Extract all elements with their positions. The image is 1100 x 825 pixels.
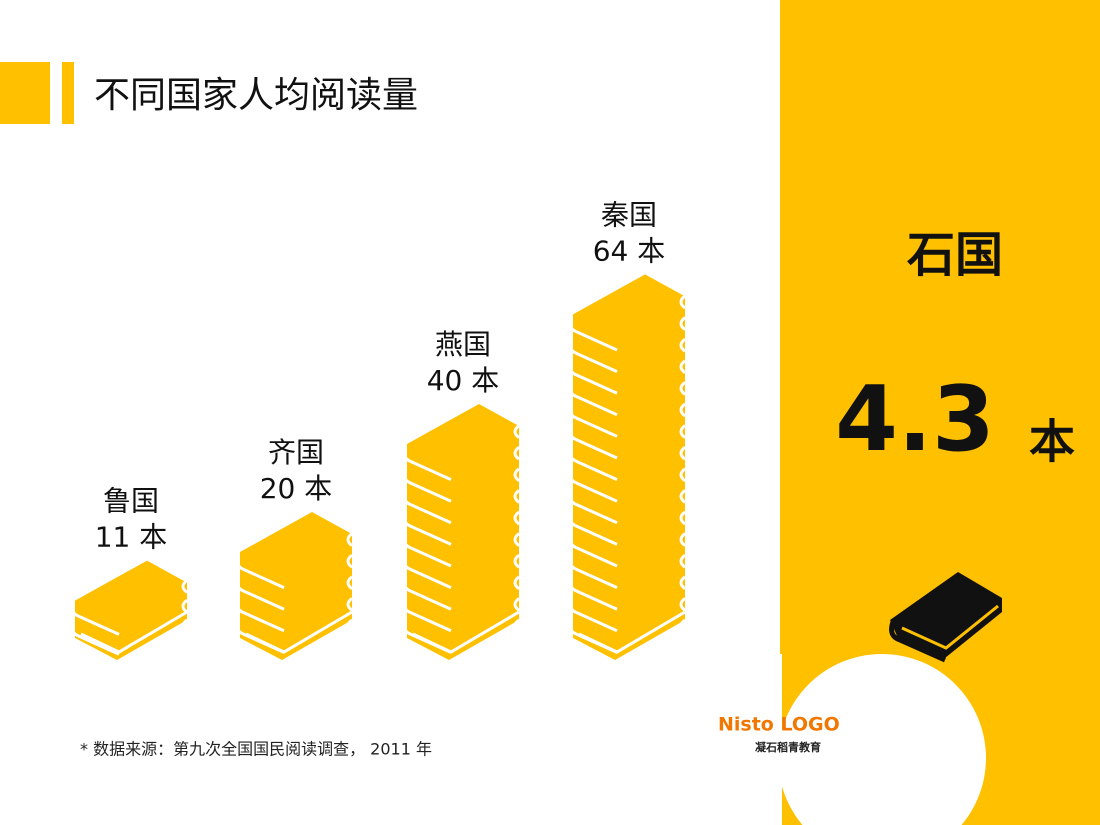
book-icon [889, 572, 1002, 663]
page-line [235, 555, 285, 589]
cover-line [578, 610, 686, 654]
page-line [402, 619, 452, 654]
page-edge [513, 489, 520, 504]
page-line [568, 339, 618, 373]
page-line [402, 490, 452, 525]
page-line [402, 598, 452, 633]
stack-body [573, 274, 685, 660]
logo-circle [778, 654, 986, 825]
page-line [568, 555, 618, 589]
page-edge [513, 424, 520, 439]
page-line [568, 619, 618, 654]
page-line [70, 621, 120, 656]
page-line [235, 619, 285, 654]
page-line [235, 576, 285, 611]
title-bar [62, 62, 74, 124]
highlight-category: 石国 [907, 227, 1003, 283]
page-line [235, 598, 285, 633]
page-edge [346, 554, 353, 569]
page-edge [679, 338, 686, 353]
page-edge [513, 597, 520, 612]
page-line [402, 468, 452, 503]
page-edge [679, 510, 686, 526]
value-label: 64 本 [593, 234, 666, 267]
cover-line [245, 610, 353, 654]
page-line [568, 468, 618, 503]
page-edge [181, 618, 188, 634]
page-edge [679, 424, 686, 439]
value-label: 11 本 [95, 521, 168, 554]
book-stack [70, 560, 188, 676]
page-edge [346, 597, 353, 612]
page-line [568, 533, 618, 568]
page-edge [679, 489, 686, 504]
page-line [70, 601, 120, 636]
page-edge [346, 618, 353, 634]
page-line [568, 511, 618, 546]
page-line [568, 425, 618, 460]
page-edge [513, 467, 520, 482]
page-edge [679, 294, 686, 310]
category-label: 燕国 [435, 328, 491, 361]
value-label: 20 本 [260, 472, 333, 505]
page-edge [513, 618, 520, 634]
logo-name: 凝石稻青教育 [755, 740, 821, 754]
title-block [0, 62, 50, 124]
cover-line [412, 610, 520, 654]
page-edge [679, 467, 686, 482]
page-edge [513, 532, 520, 547]
logo-brand: Nisto LOGO [718, 714, 840, 736]
highlight-value: 4.3 [835, 367, 994, 472]
category-label: 鲁国 [103, 485, 159, 518]
page-line [568, 403, 618, 438]
page-edge [679, 618, 686, 634]
page-line [568, 360, 618, 395]
page-line [568, 382, 618, 417]
page-edge [679, 381, 686, 396]
page-edge [513, 510, 520, 526]
page-line [568, 490, 618, 525]
page-edge [513, 554, 520, 569]
page-line [402, 555, 452, 589]
page-line [568, 576, 618, 611]
cover-line [80, 610, 188, 654]
page-edge [346, 532, 353, 547]
stack-body [407, 404, 519, 660]
page-edge [679, 554, 686, 569]
page-line [402, 447, 452, 481]
page-line [568, 317, 618, 352]
page-line [568, 447, 618, 481]
book-stack [402, 404, 520, 676]
page-line [568, 641, 618, 676]
page-edge [679, 402, 686, 418]
page-edge [513, 446, 520, 461]
page-edge [181, 579, 188, 594]
highlight-unit: 本 [1029, 415, 1075, 469]
book-stack [235, 512, 353, 676]
page-edge [513, 575, 520, 590]
page-edge [679, 597, 686, 612]
category-label: 齐国 [268, 436, 324, 469]
page-edge [679, 446, 686, 461]
page-edge [679, 575, 686, 590]
page-line [402, 641, 452, 676]
page-edge [679, 316, 686, 331]
book-stack [568, 274, 686, 676]
chart-title: 不同国家人均阅读量 [94, 75, 418, 116]
page-line [402, 533, 452, 568]
page-edge [346, 575, 353, 590]
panel-edge [778, 654, 782, 825]
page-line [70, 641, 120, 676]
page-line [402, 511, 452, 546]
category-label: 秦国 [601, 198, 657, 231]
value-label: 40 本 [427, 364, 500, 397]
page-line [568, 598, 618, 633]
page-edge [679, 359, 686, 374]
page-line [235, 641, 285, 676]
stack-body [75, 560, 187, 660]
footnote: * 数据来源：第九次全国国民阅读调查， 2011 年 [80, 740, 432, 759]
page-line [402, 576, 452, 611]
page-edge [679, 532, 686, 547]
